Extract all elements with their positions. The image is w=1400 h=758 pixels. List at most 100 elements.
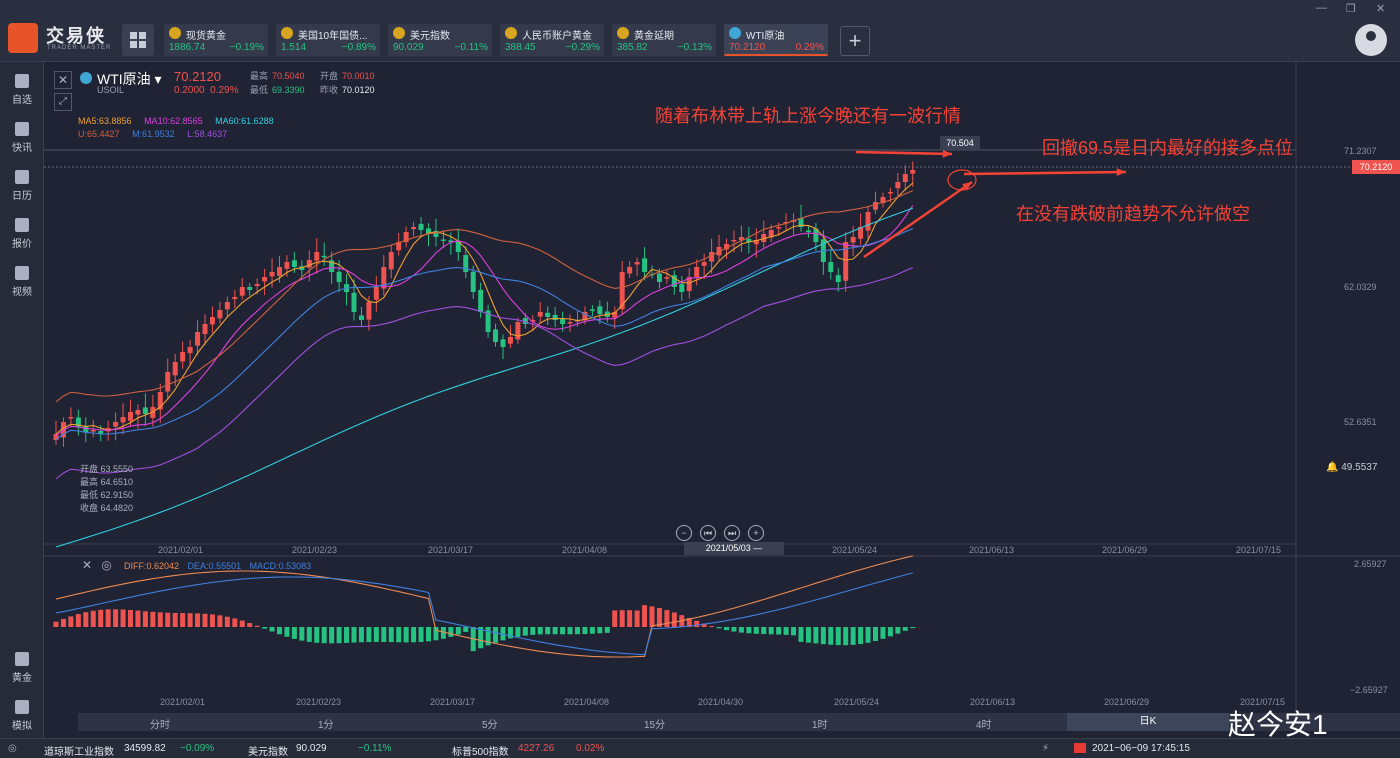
macd-date-label: 2021/06/29 xyxy=(1104,697,1150,707)
index-dow-change: −0.09% xyxy=(180,743,215,754)
close-chart-button[interactable]: ✕ xyxy=(54,71,72,89)
macd-bar xyxy=(500,627,506,641)
sidebar-item-star[interactable]: 自选 xyxy=(0,68,44,112)
candle-body xyxy=(560,319,566,324)
scroll-end-button[interactable]: ⏭ xyxy=(724,525,740,541)
period-tab[interactable]: 1时 xyxy=(812,720,828,731)
period-tab[interactable]: 日K xyxy=(1067,713,1229,731)
restore-icon[interactable]: ❐ xyxy=(1346,3,1356,15)
macd-bar xyxy=(478,627,484,649)
candle-body xyxy=(165,372,171,392)
ticker-tab[interactable]: 美元指数 90.029 −0.11% xyxy=(388,24,492,56)
candle-body xyxy=(753,240,759,245)
candle-body xyxy=(552,314,558,320)
sidebar-item-calendar[interactable]: 日历 xyxy=(0,164,44,208)
video-icon xyxy=(15,266,29,280)
draw-tool-button[interactable]: ⤢ xyxy=(54,93,72,111)
period-tab[interactable]: 分时 xyxy=(150,720,170,731)
macd-bar xyxy=(351,627,357,643)
period-tab[interactable]: 5分 xyxy=(482,720,498,731)
sidebar-item-gold[interactable]: 黄金 xyxy=(0,646,44,690)
period-tab[interactable]: 15分 xyxy=(644,720,666,731)
alert-price-tag[interactable]: 🔔 49.5537 xyxy=(1326,462,1377,473)
scroll-start-button[interactable]: ⏮ xyxy=(700,525,716,541)
add-ticker-button[interactable]: + xyxy=(840,26,870,56)
candle-body xyxy=(731,240,737,242)
ticker-change: −0.29% xyxy=(565,42,600,53)
index-dow-name[interactable]: 道琼斯工业指数 xyxy=(44,747,114,758)
candle-body xyxy=(887,192,893,194)
sidebar-item-quote[interactable]: 报价 xyxy=(0,212,44,256)
macd-bar xyxy=(895,627,901,634)
index-usd-name[interactable]: 美元指数 xyxy=(248,747,288,758)
annotation-arrow-head xyxy=(942,149,952,158)
app-logo-text: 交易侠 xyxy=(46,26,106,46)
close-macd-button[interactable]: ✕ ◎ xyxy=(82,558,112,572)
chart-nav-controls: − ⏮ ⏭ + xyxy=(676,523,772,541)
symbol-code: USOIL xyxy=(97,85,125,95)
zoom-in-button[interactable]: + xyxy=(748,525,764,541)
chart-canvas[interactable] xyxy=(44,62,1400,738)
macd-bar xyxy=(649,606,655,627)
ticker-tab[interactable]: 现货黄金 1886.74 −0.19% xyxy=(164,24,268,56)
ticker-tab[interactable]: WTI原油 70.2120 0.29% xyxy=(724,24,828,56)
period-tab[interactable]: 1分 xyxy=(318,720,334,731)
zoom-out-button[interactable]: − xyxy=(676,525,692,541)
ticker-change: −0.89% xyxy=(341,42,376,53)
settings-icon[interactable]: ◎ xyxy=(101,558,112,572)
macd-bar xyxy=(619,610,625,627)
macd-bar xyxy=(761,627,767,635)
macd-bar xyxy=(575,627,580,635)
sidebar-item-video[interactable]: 视频 xyxy=(0,260,44,304)
ticker-tab[interactable]: 人民币账户黄金 388.45 −0.29% xyxy=(500,24,604,56)
macd-bar xyxy=(642,605,648,627)
macd-bar xyxy=(224,616,230,627)
macd-bar xyxy=(321,627,327,644)
ticker-tab[interactable]: 黄金延期 385.82 −0.13% xyxy=(612,24,716,56)
candle-body xyxy=(157,392,163,410)
sidebar-item-news[interactable]: 快讯 xyxy=(0,116,44,160)
symbol-price: 70.2120 xyxy=(174,69,221,84)
ticker-change: 0.29% xyxy=(795,42,824,53)
macd-bar xyxy=(120,609,126,627)
macd-bar xyxy=(284,627,290,637)
ma60-line xyxy=(55,207,913,548)
macd-bar xyxy=(709,626,715,628)
ticker-name: 现货黄金 xyxy=(186,31,226,42)
candle-body xyxy=(195,332,201,346)
macd-bar xyxy=(835,627,841,646)
grid-layout-button[interactable] xyxy=(122,24,154,56)
ticker-tab[interactable]: 美国10年国债... 1.514 −0.89% xyxy=(276,24,380,56)
macd-bar xyxy=(634,610,640,627)
minimize-icon[interactable]: — xyxy=(1316,2,1327,14)
stat-open: 开盘 70.0010 xyxy=(320,71,375,81)
candle-body xyxy=(187,347,193,354)
boll-mid-line xyxy=(55,228,914,441)
headset-icon[interactable]: ◎ xyxy=(8,743,17,754)
candle-body xyxy=(217,310,223,319)
symbol-name[interactable]: WTI原油 ▾ xyxy=(97,71,162,87)
candle-body xyxy=(694,267,700,277)
macd-bar xyxy=(53,621,59,627)
macd-bar xyxy=(843,627,849,646)
macd-bar xyxy=(440,627,446,639)
app-logo-subtext: TRADER MASTER xyxy=(47,45,112,51)
sidebar-item-label: 日历 xyxy=(12,191,32,202)
oil-icon xyxy=(729,27,741,39)
macd-bar xyxy=(686,618,692,627)
candle-body xyxy=(321,255,327,258)
ticker-price: 1.514 xyxy=(281,42,307,53)
macd-bar xyxy=(142,611,148,627)
close-icon[interactable]: ✕ xyxy=(1376,3,1386,15)
user-avatar[interactable] xyxy=(1355,24,1387,56)
macd-bar xyxy=(791,627,797,636)
period-tab[interactable]: 4时 xyxy=(976,720,992,731)
sidebar-item-wallet[interactable]: 模拟 xyxy=(0,694,44,738)
candle-body xyxy=(567,322,573,324)
candle-body xyxy=(396,242,402,251)
candle-body xyxy=(634,262,640,265)
candle-body xyxy=(671,275,677,287)
symbol-change: 0.2000 0.29% xyxy=(174,85,239,96)
index-sp500-name[interactable]: 标普500指数 xyxy=(452,747,509,758)
candle-body xyxy=(262,277,268,282)
